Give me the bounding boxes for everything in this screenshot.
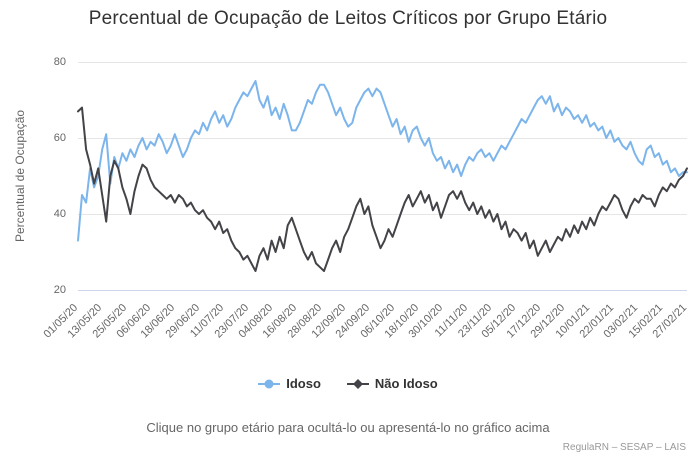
nao-idoso-line-diamond-marker-icon <box>346 378 369 389</box>
legend-item-nao-idoso[interactable]: Não Idoso <box>346 376 438 391</box>
legend-item-idoso[interactable]: Idoso <box>258 376 321 391</box>
legend: Idoso Não Idoso <box>0 376 696 391</box>
legend-label-idoso: Idoso <box>286 376 321 391</box>
y-tick-label: 80 <box>53 56 66 68</box>
caption: Clique no grupo etário para ocultá-lo ou… <box>146 420 550 435</box>
series-line-idoso[interactable] <box>77 80 688 242</box>
series-line-não-idoso[interactable] <box>77 106 688 272</box>
gridlines <box>78 62 687 291</box>
credits: RegulaRN – SESAP – LAIS <box>562 442 686 453</box>
series-lines <box>77 80 688 272</box>
idoso-line-circle-marker-icon <box>258 379 281 388</box>
y-tick-label: 20 <box>53 284 66 296</box>
y-tick-label: 40 <box>53 208 66 220</box>
y-tick-label: 60 <box>53 132 66 144</box>
legend-label-nao-idoso: Não Idoso <box>374 376 438 391</box>
chart-title: Percentual de Ocupação de Leitos Crítico… <box>88 8 608 29</box>
